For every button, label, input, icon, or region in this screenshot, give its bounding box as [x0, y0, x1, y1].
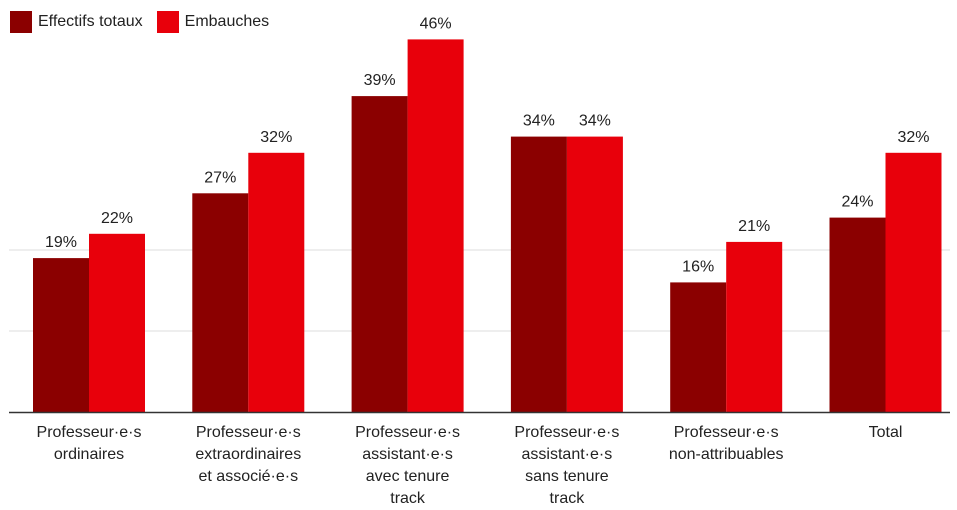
bar-effectifs-3: [352, 96, 408, 412]
data-label-effectifs-4: 34%: [523, 113, 555, 130]
category-label-1: Professeur·e·s ordinaires: [14, 422, 164, 466]
data-label-embauches-6: 32%: [897, 129, 929, 146]
bar-embauches-6: [886, 153, 942, 412]
category-label-2: Professeur·e·s extraordinaires et associ…: [173, 422, 323, 488]
category-label-6: Total: [811, 422, 957, 444]
bar-embauches-1: [89, 234, 145, 412]
data-label-embauches-5: 21%: [738, 218, 770, 235]
data-label-embauches-1: 22%: [101, 210, 133, 227]
category-label-5: Professeur·e·s non-attribuables: [651, 422, 801, 466]
bar-embauches-2: [248, 153, 304, 412]
bar-effectifs-6: [830, 218, 886, 412]
data-label-effectifs-1: 19%: [45, 234, 77, 251]
bar-effectifs-2: [192, 193, 248, 412]
bar-effectifs-5: [670, 282, 726, 412]
bar-effectifs-4: [511, 137, 567, 412]
category-label-3: Professeur·e·s assistant·e·s avec tenure…: [333, 422, 483, 510]
data-label-effectifs-2: 27%: [204, 169, 236, 186]
data-label-effectifs-5: 16%: [682, 258, 714, 275]
data-label-embauches-4: 34%: [579, 113, 611, 130]
category-label-4: Professeur·e·s assistant·e·s sans tenure…: [492, 422, 642, 510]
data-label-effectifs-6: 24%: [841, 194, 873, 211]
bar-effectifs-1: [33, 258, 89, 412]
bar-embauches-3: [408, 39, 464, 412]
bar-embauches-4: [567, 137, 623, 412]
data-label-embauches-3: 46%: [420, 15, 452, 32]
data-label-effectifs-3: 39%: [364, 72, 396, 89]
data-label-embauches-2: 32%: [260, 129, 292, 146]
bar-embauches-5: [726, 242, 782, 412]
